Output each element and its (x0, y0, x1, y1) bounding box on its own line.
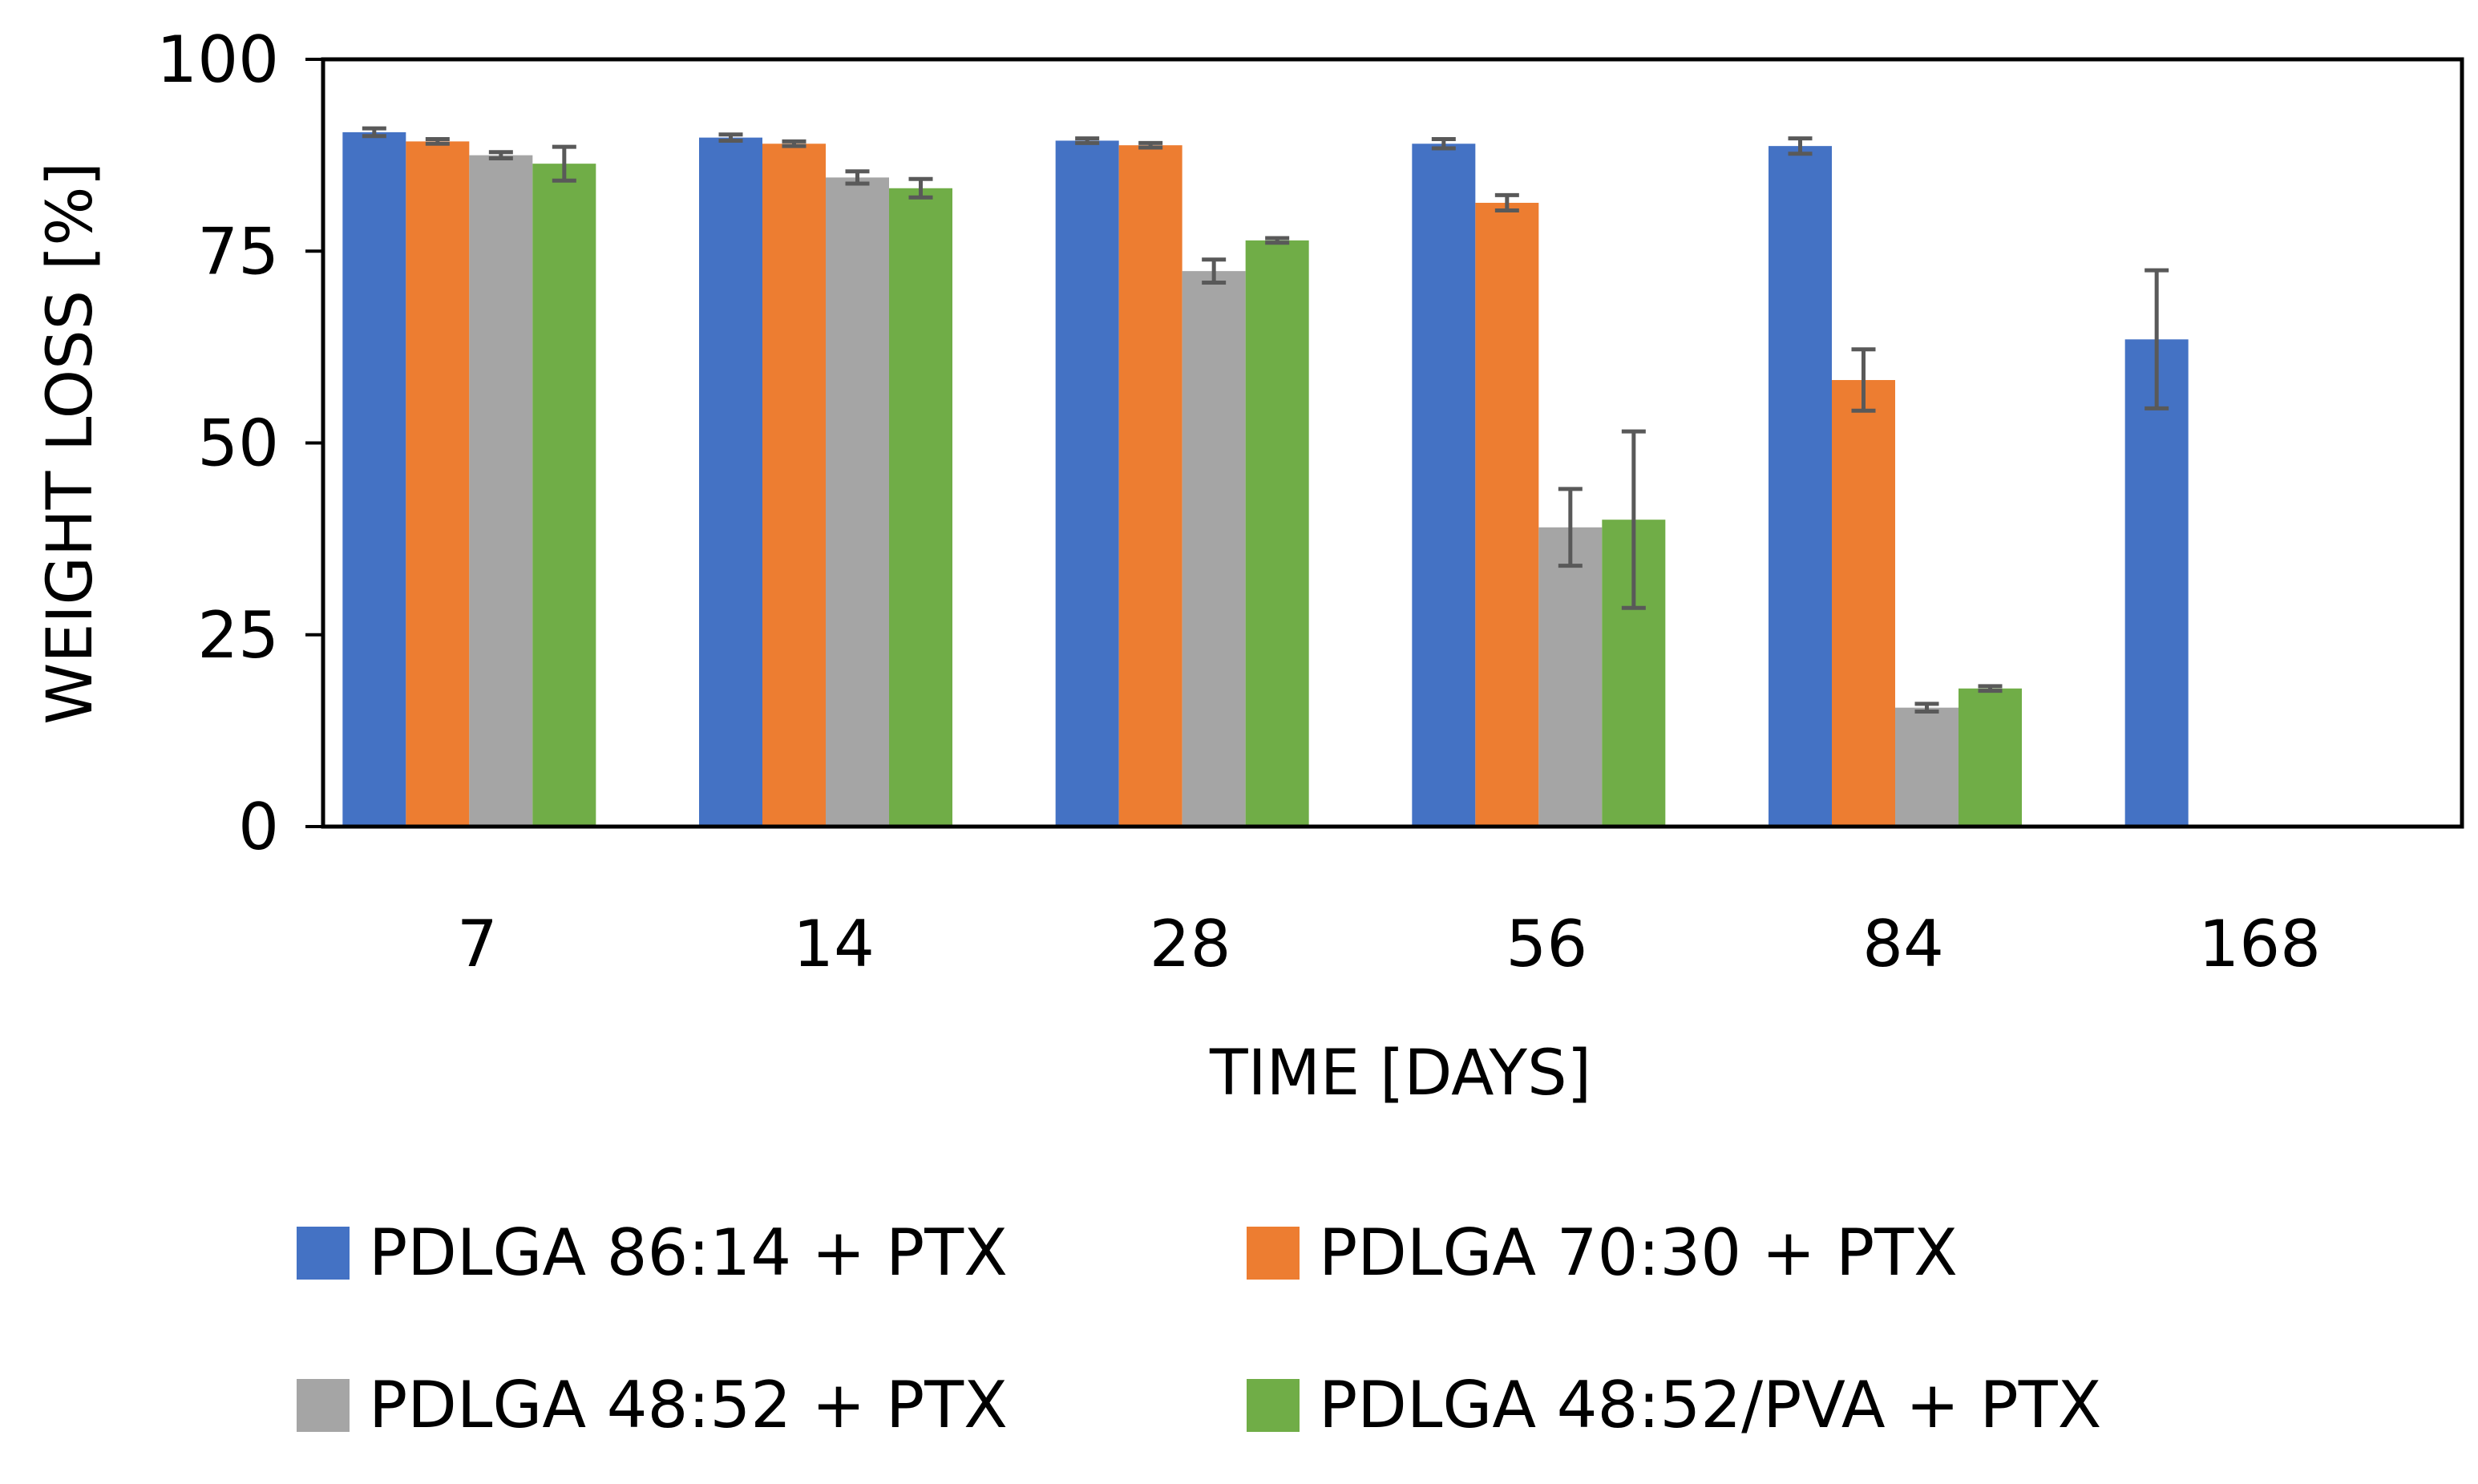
x-tick-label: 28 (1150, 907, 1231, 981)
bar-pdlga-48-52-ptx-day-84 (1895, 707, 1959, 827)
bar-pdlga-48-52-pva-ptx-day-7 (532, 164, 596, 827)
bar-pdlga-70-30-ptx-day-84 (1832, 380, 1895, 827)
bar-pdlga-48-52-pva-ptx-day-28 (1245, 240, 1309, 827)
error-bars (362, 126, 2169, 714)
legend: PDLGA 86:14 + PTX PDLGA 70:30 + PTX PDLGA … (297, 1215, 2101, 1442)
x-tick-label: 84 (1862, 907, 1944, 981)
x-axis-tick-labels: 7 14 28 56 84 168 (457, 907, 2321, 981)
bar-pdlga-70-30-ptx-day-7 (406, 141, 470, 827)
bar-pdlga-86-14-ptx-day-28 (1055, 140, 1119, 827)
bar-pdlga-48-52-pva-ptx-day-84 (1959, 688, 2022, 827)
legend-swatch (1247, 1227, 1300, 1280)
y-tick-label: 25 (197, 598, 279, 673)
x-tick-label: 7 (457, 907, 498, 981)
x-tick-label: 56 (1506, 907, 1587, 981)
bar-pdlga-86-14-ptx-day-84 (1769, 146, 1832, 827)
legend-swatch (297, 1227, 350, 1280)
y-tick-label: 75 (197, 214, 279, 289)
x-tick-label: 14 (793, 907, 875, 981)
plot-frame (321, 57, 2464, 829)
bar-pdlga-86-14-ptx-day-14 (699, 137, 762, 827)
legend-label: PDLGA 48:52 + PTX (369, 1368, 1008, 1442)
bar-pdlga-86-14-ptx-day-168 (2124, 339, 2189, 827)
bar-pdlga-70-30-ptx-day-56 (1475, 202, 1539, 827)
x-tick-label: 168 (2198, 907, 2321, 981)
y-tick-label: 50 (197, 406, 279, 481)
bar-pdlga-48-52-ptx-day-28 (1182, 271, 1246, 827)
legend-swatch (1247, 1379, 1300, 1432)
bar-pdlga-86-14-ptx-day-56 (1412, 144, 1476, 827)
x-axis-title: TIME [DAYS] (1209, 1037, 1591, 1110)
y-tick-label: 0 (238, 790, 279, 864)
legend-label: PDLGA 48:52/PVA + PTX (1319, 1368, 2101, 1442)
bar-pdlga-48-52-ptx-day-7 (469, 155, 533, 827)
bar-pdlga-86-14-ptx-day-7 (342, 131, 406, 827)
y-axis-ticks: 0 25 50 75 100 (156, 22, 323, 864)
legend-label: PDLGA 70:30 + PTX (1319, 1215, 1958, 1290)
y-tick-label: 100 (156, 22, 279, 97)
bar-pdlga-48-52-pva-ptx-day-14 (889, 188, 952, 827)
bars (342, 131, 2189, 827)
bar-pdlga-48-52-ptx-day-14 (826, 177, 889, 827)
bar-pdlga-48-52-ptx-day-56 (1538, 527, 1603, 827)
legend-label: PDLGA 86:14 + PTX (369, 1215, 1008, 1290)
bar-pdlga-70-30-ptx-day-28 (1118, 145, 1182, 827)
legend-swatch (297, 1379, 350, 1432)
y-axis-title: WEIGHT LOSS [%] (34, 162, 107, 725)
bar-pdlga-70-30-ptx-day-14 (762, 144, 826, 827)
